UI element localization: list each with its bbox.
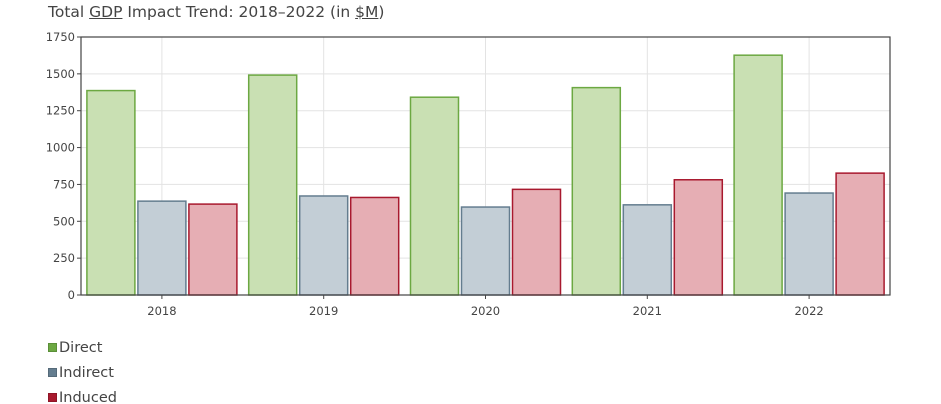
bar-indirect-2022 (784, 192, 834, 296)
chart-title-part: Total (48, 3, 90, 21)
x-tick-label: 2019 (309, 304, 338, 318)
x-tick-label: 2020 (471, 304, 500, 318)
bar-indirect-2019 (298, 195, 349, 296)
y-tick-label: 1250 (46, 104, 75, 118)
y-tick-label: 1000 (46, 141, 75, 155)
chart-title-part: Impact Trend: 2018–2022 (in (122, 3, 356, 21)
x-tick-label: 2018 (147, 304, 176, 318)
bar-direct-2022 (733, 54, 783, 296)
bar-induced-2022 (835, 172, 885, 296)
y-tick-label: 250 (53, 251, 75, 265)
legend-swatch (48, 343, 57, 352)
legend-label: Induced (59, 389, 117, 404)
bar-direct-2020 (409, 96, 460, 296)
bar-induced-2018 (188, 203, 238, 296)
bar-indirect-2021 (622, 204, 673, 296)
bar-chart: 0 250 500 750 1000 1250 1500 1750 2018 2019 2020 20… (46, 30, 891, 318)
bar-direct-2021 (571, 86, 622, 296)
legend-item-direct[interactable]: Direct (48, 335, 117, 360)
chart-title-part: GDP (89, 3, 123, 21)
bar-induced-2020 (511, 188, 562, 296)
legend-label: Direct (59, 339, 103, 356)
chart-title-part: ) (378, 3, 385, 21)
chart-legend: Direct Indirect Induced (48, 335, 117, 404)
legend-swatch (48, 368, 57, 377)
legend-item-indirect[interactable]: Indirect (48, 360, 117, 385)
legend-swatch (48, 393, 57, 402)
bar-induced-2019 (349, 196, 400, 296)
y-tick-label: 0 (68, 288, 75, 302)
bar-indirect-2020 (460, 206, 511, 296)
y-tick-label: 500 (53, 214, 75, 228)
x-tick-label: 2022 (794, 304, 823, 318)
bar-direct-2019 (247, 74, 298, 296)
bar-induced-2021 (673, 179, 724, 296)
bar-direct-2018 (86, 89, 136, 296)
y-tick-label: 1500 (46, 67, 75, 81)
chart-title: Total GDP Impact Trend: 2018–2022 (in $M… (48, 3, 384, 21)
legend-label: Indirect (59, 364, 114, 381)
legend-item-induced[interactable]: Induced (48, 385, 117, 404)
bar-indirect-2018 (137, 200, 187, 296)
y-tick-label: 750 (53, 177, 75, 191)
chart-title-part: $M (355, 3, 379, 21)
x-tick-label: 2021 (633, 304, 662, 318)
y-tick-label: 1750 (46, 30, 75, 44)
